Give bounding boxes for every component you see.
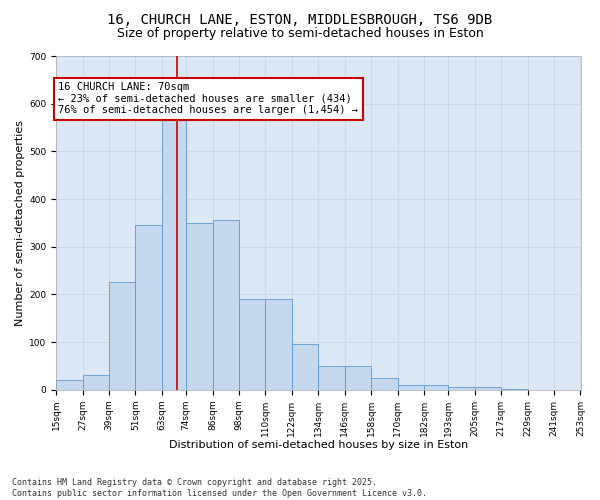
Bar [239,299,265,390]
Bar [398,385,424,390]
Text: 16, CHURCH LANE, ESTON, MIDDLESBROUGH, TS6 9DB: 16, CHURCH LANE, ESTON, MIDDLESBROUGH, T… [107,12,493,26]
Bar [265,299,292,390]
Y-axis label: Number of semi-detached properties: Number of semi-detached properties [15,120,25,326]
Text: Contains HM Land Registry data © Crown copyright and database right 2025.
Contai: Contains HM Land Registry data © Crown c… [12,478,427,498]
Bar [292,344,319,390]
Bar [448,388,475,390]
Bar [345,366,371,390]
Bar [319,366,345,390]
Bar [136,226,162,390]
Text: Size of property relative to semi-detached houses in Eston: Size of property relative to semi-detach… [116,28,484,40]
Bar [186,223,212,390]
Bar [371,378,398,390]
Bar [212,220,239,390]
Bar [475,388,501,390]
Bar [501,389,527,390]
X-axis label: Distribution of semi-detached houses by size in Eston: Distribution of semi-detached houses by … [169,440,468,450]
Text: 16 CHURCH LANE: 70sqm
← 23% of semi-detached houses are smaller (434)
76% of sem: 16 CHURCH LANE: 70sqm ← 23% of semi-deta… [58,82,358,116]
Bar [56,380,83,390]
Bar [162,78,186,390]
Bar [109,282,136,390]
Bar [424,385,448,390]
Bar [83,376,109,390]
